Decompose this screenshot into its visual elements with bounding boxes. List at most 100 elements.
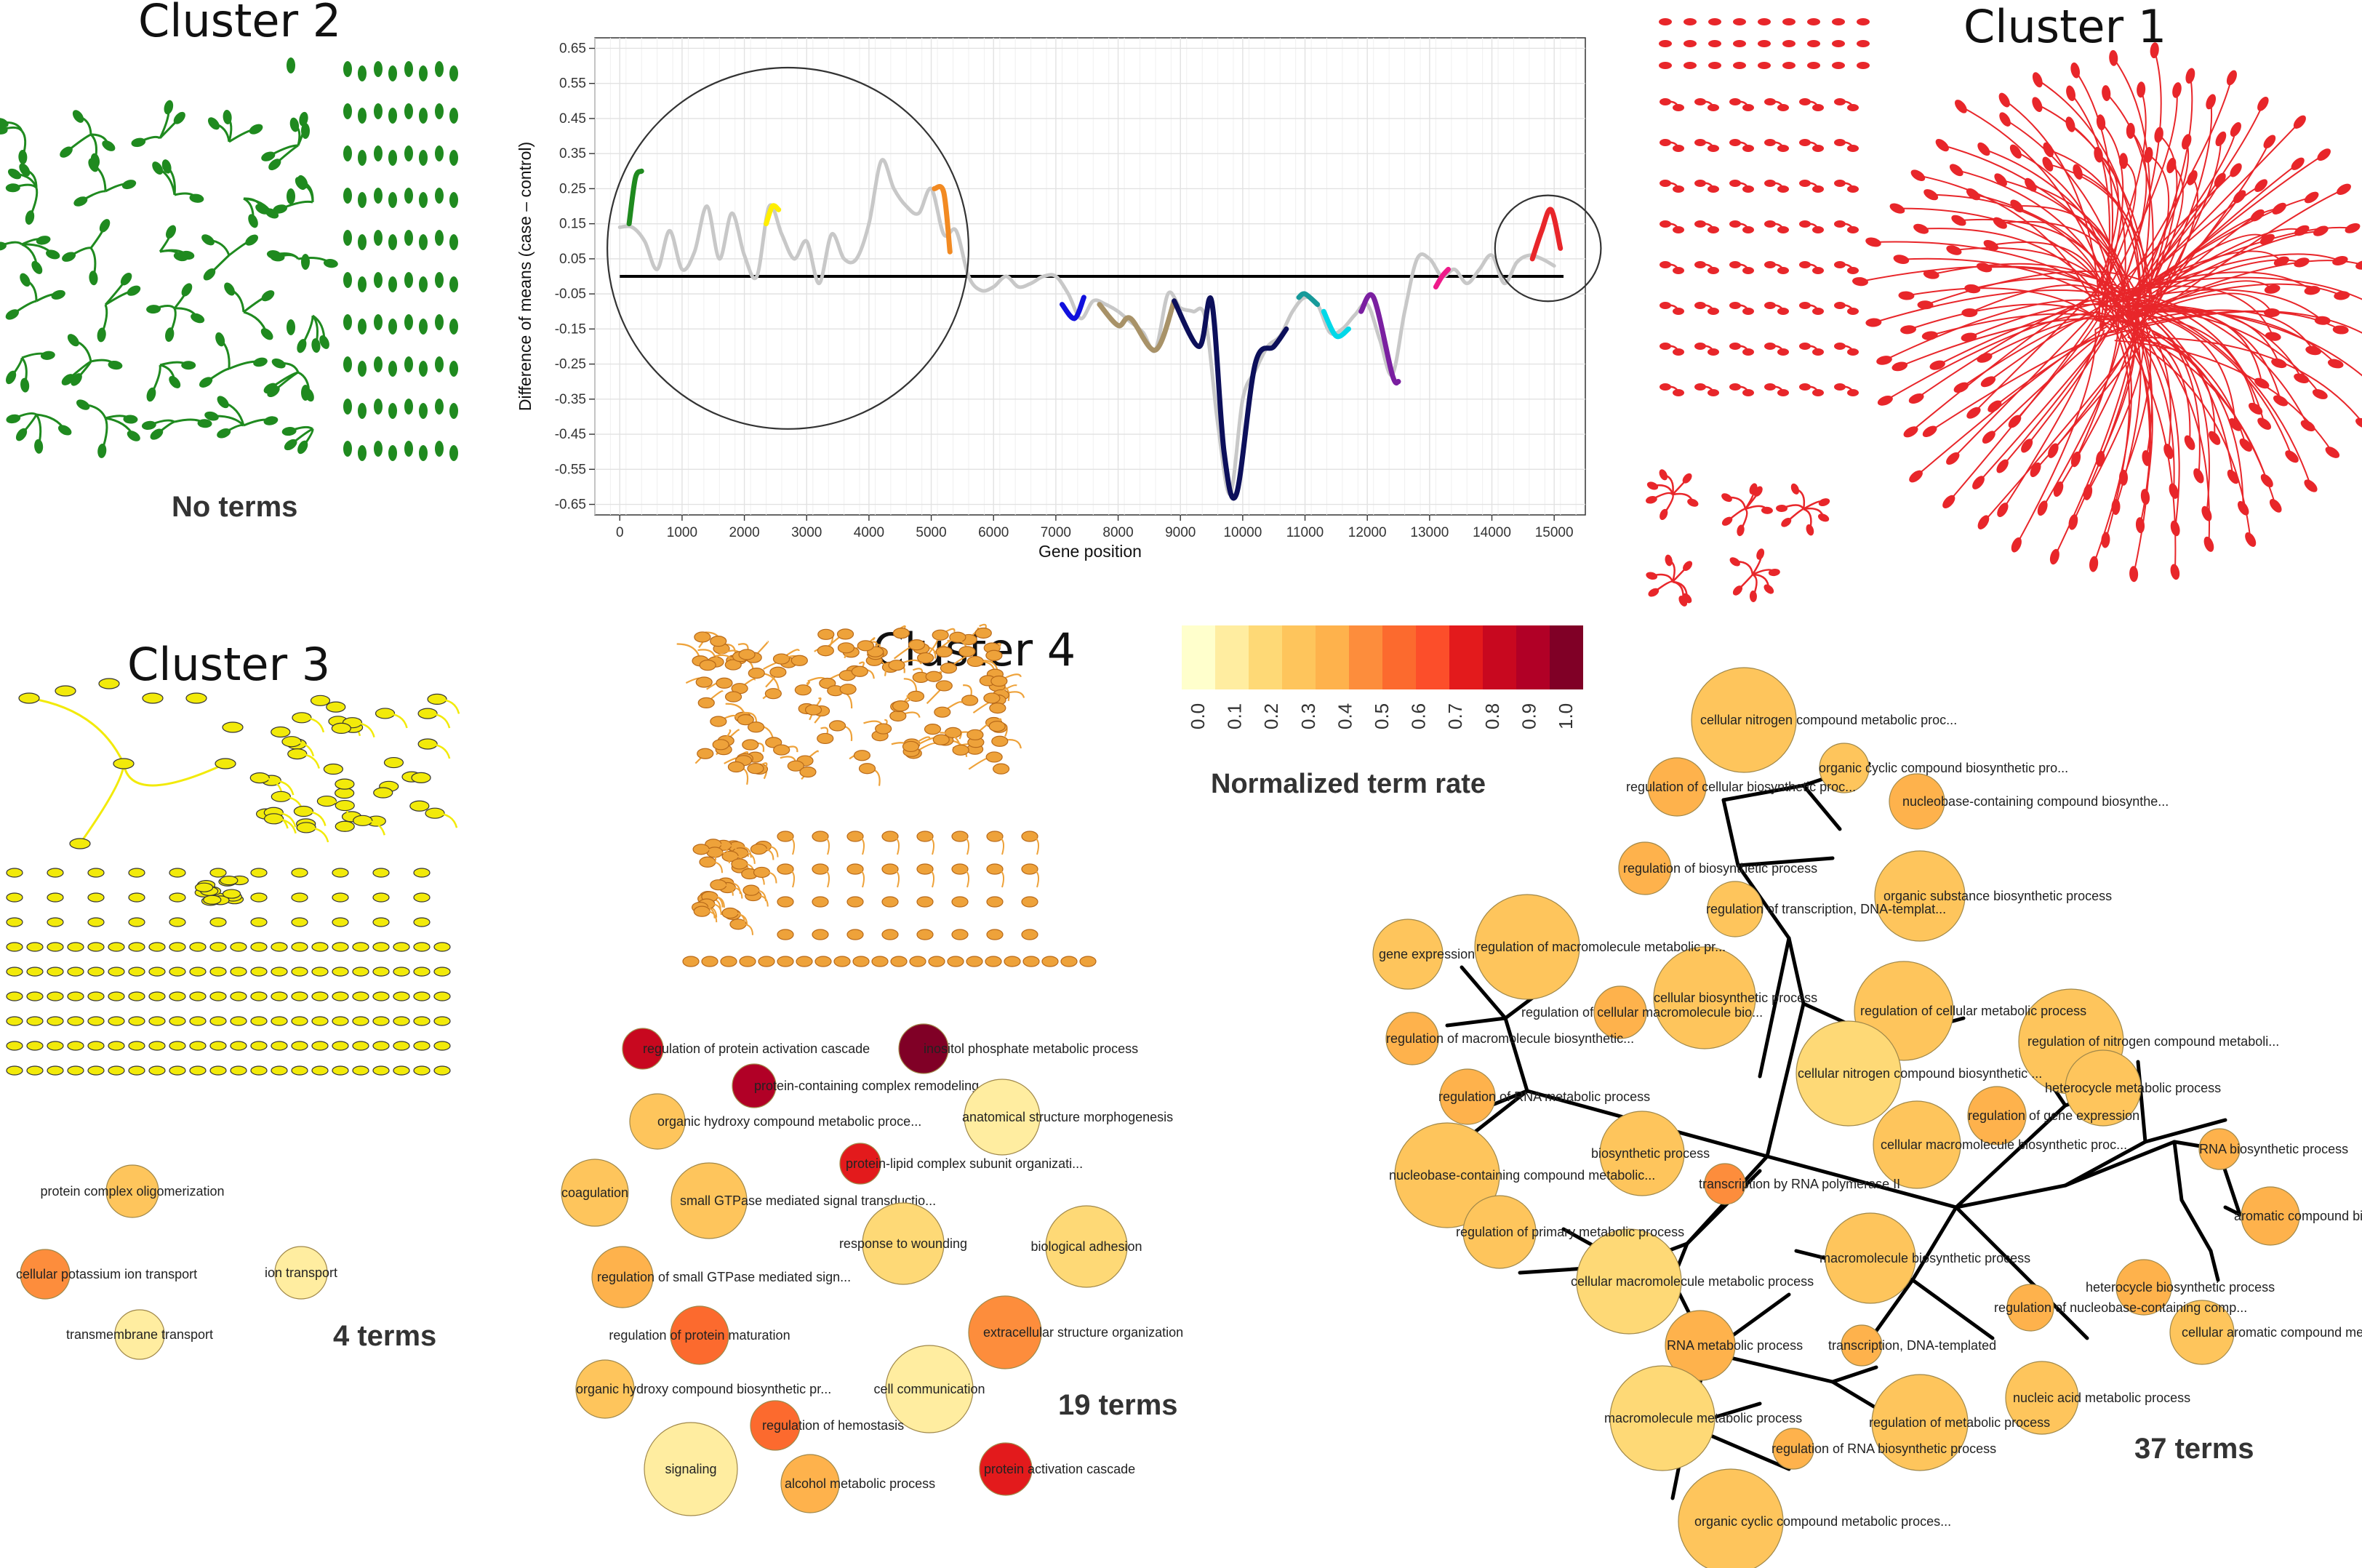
cluster3-term-label: protein complex oligomerization [40, 1184, 224, 1199]
cluster1-node [2032, 97, 2043, 113]
cluster1-node [1684, 40, 1697, 47]
cluster1-node [1764, 180, 1776, 187]
cluster1-edge [2048, 148, 2141, 300]
cluster1-edge [1931, 193, 2106, 289]
cluster1-node [1852, 277, 1868, 287]
cluster3-node [128, 967, 145, 977]
legend-swatch [1416, 625, 1449, 689]
cluster3-node [169, 917, 186, 927]
cluster2-node [388, 403, 397, 419]
cluster1-node [1834, 343, 1846, 350]
cluster1-node [1764, 220, 1776, 228]
cluster1-node [1812, 145, 1824, 152]
cluster4-edge [785, 836, 795, 855]
cluster3-node [67, 1016, 84, 1026]
cluster4-term-label: protein-lipid complex subunit organizati… [846, 1156, 1083, 1171]
cluster3-node [413, 917, 431, 927]
cluster1-node [2355, 260, 2362, 270]
cluster1-node [2201, 505, 2212, 521]
cluster1-edge [2133, 138, 2222, 338]
cluster1-node [1659, 40, 1672, 47]
cluster2-node [281, 427, 297, 436]
cluster2-node [419, 319, 428, 335]
cluster1-node [1729, 261, 1741, 268]
cluster1-node [1742, 267, 1754, 274]
cluster1-edge [2138, 336, 2362, 423]
cluster1-tree-branch [1685, 1169, 1762, 1246]
cluster3-edge [428, 712, 451, 729]
x-tick-label: 11000 [1286, 525, 1324, 540]
cluster1-node [1799, 180, 1811, 187]
cluster4-node [794, 684, 812, 696]
cluster2-node [5, 183, 20, 193]
cluster4-node [932, 734, 950, 745]
cluster1-node [2073, 164, 2083, 180]
cluster3-node [250, 1041, 268, 1051]
cluster2-node [358, 65, 367, 81]
cluster2-node [388, 150, 397, 166]
cluster4-node [1021, 929, 1038, 940]
cluster3-node [291, 1041, 308, 1051]
cluster2-node [404, 103, 413, 119]
cluster3-node [372, 1041, 390, 1051]
cluster1-node [2293, 115, 2306, 129]
cluster4-term-label: organic hydroxy compound biosynthetic pr… [576, 1382, 831, 1396]
cluster4-term-label: protein activation cascade [984, 1462, 1135, 1476]
cluster2-node [164, 100, 174, 115]
cluster2-node [199, 377, 213, 388]
cluster1-node [2065, 116, 2075, 132]
cluster2-node [435, 145, 444, 161]
cluster1-node [1799, 302, 1811, 309]
cluster1-edge [2095, 276, 2362, 300]
cluster1-term-label: regulation of cellular biosynthetic proc… [1626, 780, 1856, 794]
cluster4-node [909, 956, 926, 967]
cluster4-edge [959, 836, 969, 855]
cluster4-term-bubble [575, 1359, 635, 1419]
cluster2-node [419, 445, 428, 461]
legend-tick-label: 0.0 [1187, 703, 1209, 729]
legend-swatch [1349, 625, 1382, 689]
cluster1-term-label: regulation of RNA biosynthetic process [1772, 1441, 1996, 1456]
cluster2-node [299, 111, 308, 127]
cluster1-term-label: cellular nitrogen compound biosynthetic … [1798, 1066, 2042, 1081]
cluster2-node [263, 383, 277, 394]
cluster4-node [777, 896, 794, 908]
cluster1-term-bubble [1704, 1163, 1746, 1205]
cluster4-term-label: regulation of hemostasis [762, 1418, 904, 1433]
cluster4-node [739, 956, 756, 967]
cluster2-node [323, 259, 338, 268]
cluster1-term-bubble [2198, 1128, 2241, 1170]
cluster1-node [2317, 148, 2331, 161]
cluster4-term-bubble [591, 1246, 654, 1308]
cluster1-tree-branch [1830, 1365, 1878, 1384]
cluster3-node [6, 991, 23, 1001]
cluster4-term-bubble [644, 1422, 738, 1516]
cluster4-edge [707, 860, 723, 873]
cluster3-node [67, 1065, 84, 1076]
cluster4-term-bubble [732, 1063, 777, 1108]
cluster4-term-label: small GTPase mediated signal transductio… [680, 1193, 936, 1208]
cluster1-edge [2109, 283, 2342, 321]
cluster3-node [169, 1065, 186, 1076]
cluster4-term-label: response to wounding [839, 1236, 967, 1251]
cluster4-term-label: extracellular structure organization [983, 1325, 1183, 1340]
cluster3-edge [428, 743, 451, 759]
cluster3-node [108, 1065, 125, 1076]
cluster1-term-bubble [1665, 1310, 1736, 1381]
legend-tick-label: 0.4 [1334, 703, 1356, 729]
cluster1-node [1998, 92, 2010, 108]
cluster4-node [697, 697, 715, 708]
cluster1-term-bubble [2006, 1284, 2054, 1332]
cluster2-node [127, 285, 141, 296]
cluster4-node [935, 680, 953, 692]
cluster4-node [888, 660, 905, 671]
cluster2-node [404, 399, 413, 415]
cluster4-node [985, 751, 1003, 763]
cluster3-node [87, 892, 105, 903]
cluster3-node [6, 942, 23, 952]
cluster1-node [1729, 343, 1741, 350]
series-line-navy [1172, 295, 1289, 501]
cluster2-node [358, 234, 367, 250]
cluster1-node [2345, 223, 2361, 233]
